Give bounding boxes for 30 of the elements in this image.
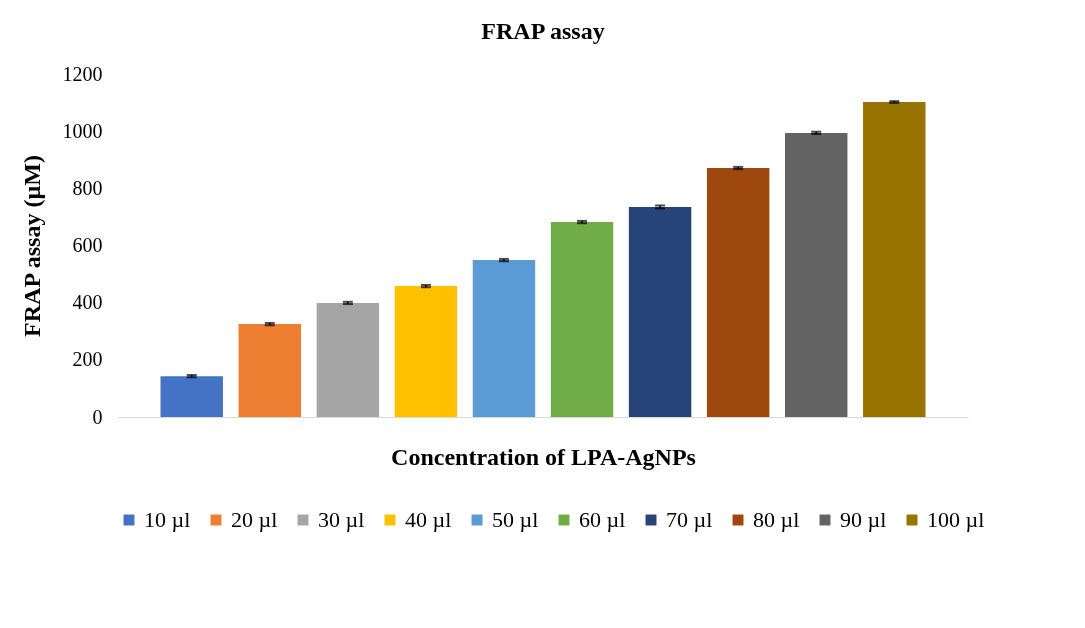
bar bbox=[160, 376, 223, 417]
chart-title: FRAP assay bbox=[481, 18, 605, 44]
y-axis-title: FRAP assay (µM) bbox=[18, 155, 45, 337]
legend-label: 90 µl bbox=[840, 507, 887, 532]
bar bbox=[863, 102, 926, 417]
legend-label: 20 µl bbox=[231, 507, 278, 532]
bar bbox=[394, 286, 458, 417]
legend-label: 30 µl bbox=[318, 507, 365, 532]
legend-label: 100 µl bbox=[927, 507, 985, 532]
legend-label: 70 µl bbox=[666, 507, 713, 532]
y-tick-label: 1200 bbox=[62, 62, 103, 85]
y-tick-label: 1000 bbox=[62, 119, 103, 142]
y-tick-label: 400 bbox=[72, 291, 103, 314]
legend-label: 40 µl bbox=[405, 507, 452, 532]
y-tick-label: 600 bbox=[72, 234, 103, 256]
legend-label: 60 µl bbox=[579, 507, 626, 532]
bar bbox=[706, 168, 770, 417]
legend-label: 10 µl bbox=[144, 507, 191, 532]
bar bbox=[472, 260, 536, 417]
bar bbox=[550, 222, 614, 417]
bar bbox=[784, 132, 848, 417]
y-tick-label: 0 bbox=[92, 405, 103, 428]
y-tick-label: 200 bbox=[72, 348, 103, 371]
x-axis-title: Concentration of LPA-AgNPs bbox=[391, 443, 696, 470]
y-tick-label: 800 bbox=[72, 176, 103, 199]
bar bbox=[316, 302, 380, 417]
bar bbox=[628, 206, 692, 417]
bar bbox=[238, 324, 302, 417]
legend-label: 80 µl bbox=[753, 507, 800, 532]
legend-label: 50 µl bbox=[492, 507, 539, 532]
